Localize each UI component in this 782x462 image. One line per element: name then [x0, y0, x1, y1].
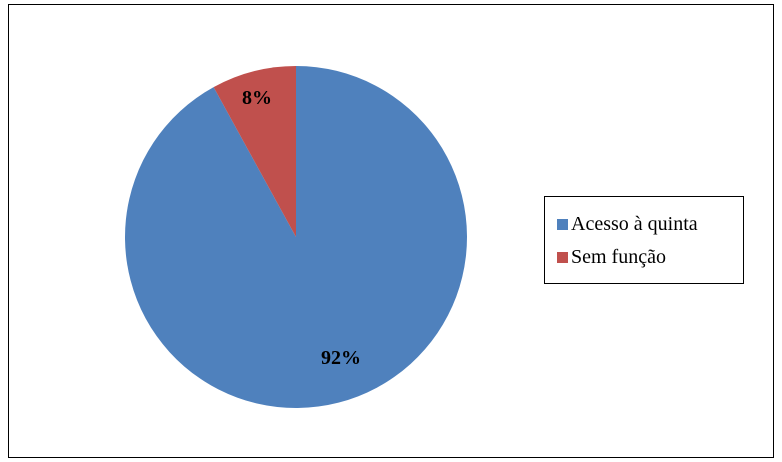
data-label-sem-funcao: 8%: [242, 87, 272, 109]
pie-slice-sem-funcao: [213, 66, 296, 237]
legend-item-acesso: Acesso à quinta: [545, 208, 743, 241]
pie-slices: [124, 66, 467, 408]
legend-swatch-sem-funcao: [557, 252, 568, 263]
chart-area: 92% 8% Acesso à quinta Sem função: [8, 4, 774, 458]
pie-data-labels: 92% 8%: [242, 87, 361, 369]
legend-label-sem-funcao: Sem função: [571, 246, 666, 268]
legend-item-sem-funcao: Sem função: [545, 241, 743, 274]
legend-label-acesso: Acesso à quinta: [571, 213, 698, 235]
data-label-acesso: 92%: [321, 347, 361, 369]
legend: Acesso à quinta Sem função: [544, 196, 744, 284]
legend-swatch-acesso: [557, 219, 568, 230]
pie-chart: 92% 8%: [124, 66, 467, 408]
